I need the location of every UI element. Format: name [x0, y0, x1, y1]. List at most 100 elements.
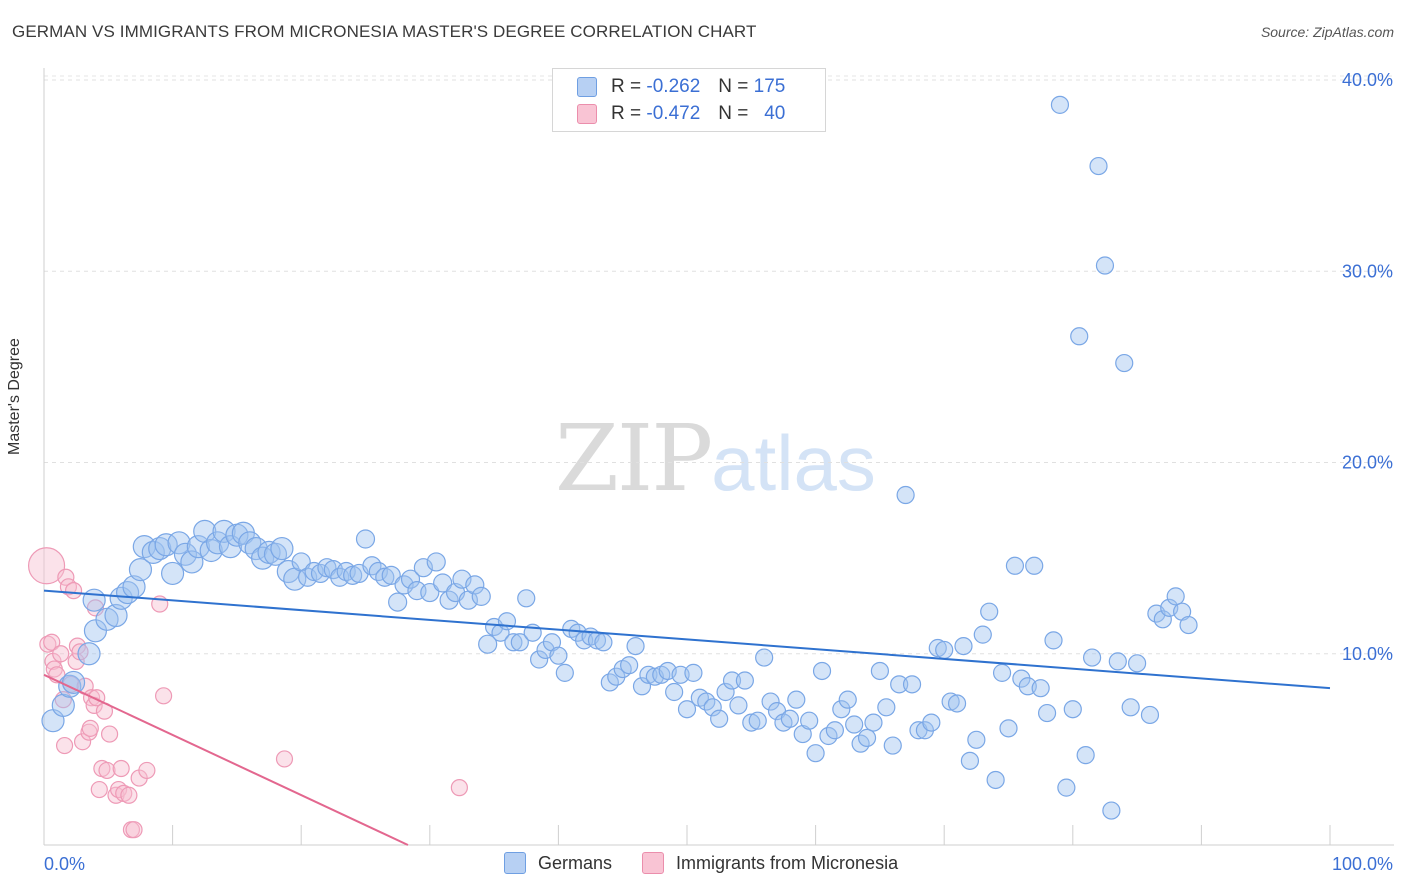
germans-point	[748, 711, 767, 730]
germans-point	[992, 663, 1012, 682]
germans-r-value: -0.262	[646, 76, 701, 97]
y-tick-label: 40.0%	[1342, 70, 1393, 90]
germans-point	[729, 696, 748, 715]
watermark: ZIPatlas	[555, 405, 876, 512]
micronesia-point	[112, 759, 130, 778]
legend-item-micronesia[interactable]: Immigrants from Micronesia	[642, 852, 898, 874]
germans-point	[433, 573, 453, 593]
germans-point	[173, 542, 198, 566]
germans-point	[735, 671, 754, 690]
germans-point	[381, 565, 401, 585]
chart-title: GERMAN VS IMMIGRANTS FROM MICRONESIA MAS…	[12, 22, 757, 41]
germans-point	[1082, 648, 1102, 667]
germans-point	[212, 519, 236, 543]
watermark-atlas: atlas	[711, 419, 876, 507]
germans-point	[935, 640, 954, 660]
germans-point	[825, 721, 844, 740]
germans-legend-swatch	[504, 852, 526, 874]
germans-point	[426, 552, 446, 572]
germans-point	[517, 589, 536, 608]
germans-point	[780, 709, 799, 728]
germans-point	[161, 561, 185, 586]
germans-point	[167, 531, 191, 555]
germans-legend-label: Germans	[538, 852, 613, 873]
germans-point	[61, 670, 86, 695]
germans-point	[845, 715, 864, 734]
germans-point	[128, 557, 153, 582]
germans-point	[864, 713, 883, 732]
germans-point	[180, 550, 204, 574]
germans-point	[1166, 587, 1185, 606]
germans-point	[960, 751, 980, 770]
micronesia-point	[90, 780, 108, 799]
grid-lines	[44, 75, 1394, 655]
germans-point	[684, 663, 703, 682]
germans-point	[1063, 700, 1082, 719]
legend-row-germans: R = -0.262 N = 175	[577, 74, 785, 100]
germans-point	[104, 603, 128, 628]
germans-point	[1031, 679, 1050, 698]
germans-point	[355, 529, 376, 549]
micronesia-point	[125, 821, 143, 839]
micronesia-point	[43, 633, 61, 651]
germans-point	[800, 711, 819, 730]
germans-point	[710, 709, 729, 728]
germans-point	[594, 633, 613, 652]
germans-point	[877, 698, 896, 717]
germans-point	[896, 485, 915, 505]
germans-point	[761, 692, 780, 711]
germans-point	[148, 536, 172, 561]
germans-point	[1089, 156, 1108, 176]
germans-point	[51, 693, 75, 717]
germans-point	[1108, 652, 1127, 671]
germans-point	[400, 569, 421, 589]
germans-point	[812, 661, 832, 681]
micronesia-point	[138, 761, 156, 780]
germans-point	[1179, 615, 1198, 635]
micronesia-point	[100, 725, 119, 743]
watermark-zip: ZIP	[555, 405, 713, 512]
germans-point	[82, 588, 106, 612]
germans-point	[954, 636, 973, 656]
micronesia-r-value: -0.472	[646, 103, 701, 124]
micronesia-point	[98, 761, 116, 780]
germans-point	[510, 633, 529, 652]
germans-point	[703, 698, 722, 717]
r-label: R =	[611, 76, 642, 97]
germans-point	[1102, 801, 1121, 820]
germans-point	[141, 540, 165, 564]
micronesia-point	[73, 733, 92, 751]
germans-point	[755, 648, 774, 667]
germans-point	[890, 675, 909, 694]
germans-point	[199, 538, 223, 563]
germans-point	[77, 642, 101, 666]
correlation-legend: R = -0.262 N = 175 R = -0.472 N = 40	[552, 68, 826, 132]
legend-item-germans[interactable]: Germans	[504, 852, 612, 874]
micronesia-trend-line	[43, 673, 409, 846]
germans-point	[787, 690, 806, 709]
germans-point	[941, 692, 960, 711]
germans-point	[832, 700, 851, 719]
axes	[43, 68, 1394, 846]
y-tick-label: 10.0%	[1342, 644, 1393, 664]
y-tick-label: 30.0%	[1342, 261, 1393, 281]
germans-point	[632, 677, 652, 696]
micronesia-point	[64, 582, 83, 600]
micronesia-point	[27, 547, 66, 585]
germans-point	[193, 519, 217, 543]
y-axis-label: Master's Degree	[6, 338, 23, 455]
micronesia-point	[450, 779, 468, 797]
germans-trend-line	[43, 589, 1331, 690]
germans-point	[806, 744, 825, 763]
germans-point	[1127, 654, 1147, 673]
germans-point	[1076, 746, 1095, 765]
micronesia-point	[57, 568, 75, 586]
germans-point	[626, 636, 645, 656]
germans-point	[716, 682, 735, 702]
germans-point	[857, 728, 877, 748]
germans-point	[1050, 95, 1070, 114]
germans-point	[1044, 631, 1063, 650]
germans-point	[1057, 778, 1076, 797]
n-label: N =	[718, 103, 749, 124]
germans-point	[530, 650, 549, 669]
